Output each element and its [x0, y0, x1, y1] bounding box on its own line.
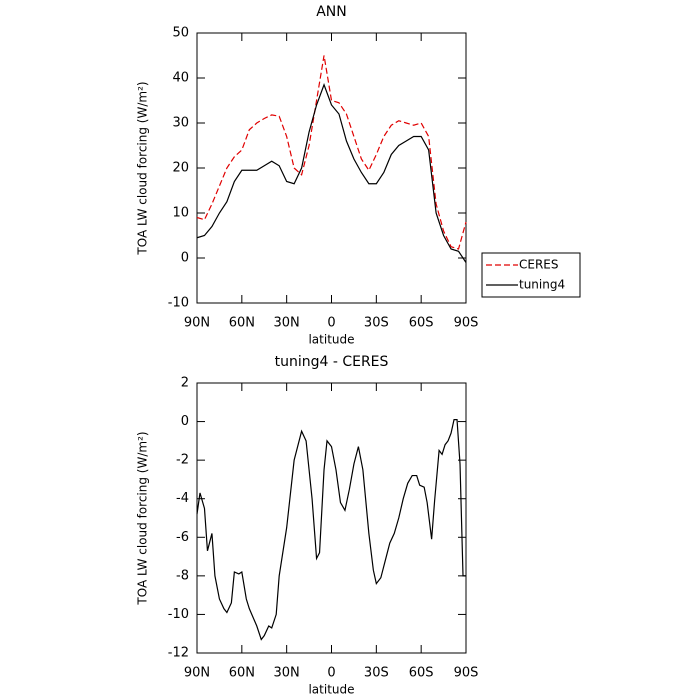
chart-title: ANN — [316, 4, 347, 20]
x-tick-label: 60N — [229, 666, 255, 681]
legend-box — [481, 252, 581, 298]
y-axis-label: TOA LW cloud forcing (W/m²) — [136, 81, 150, 255]
y-tick-label: 10 — [172, 206, 189, 221]
plot-frame — [196, 32, 467, 304]
y-tick-label: -4 — [176, 491, 189, 506]
y-tick-label: 50 — [172, 26, 189, 41]
y-tick-label: -8 — [176, 568, 189, 583]
y-tick-label: 2 — [181, 376, 189, 391]
y-tick-label: -10 — [168, 296, 189, 311]
chart-title: tuning4 - CERES — [275, 354, 389, 370]
x-tick-label: 90N — [184, 316, 210, 331]
y-tick-label: 30 — [172, 116, 189, 131]
x-axis-label: latitude — [308, 683, 354, 697]
x-tick-label: 30N — [274, 316, 300, 331]
y-tick-label: 20 — [172, 161, 189, 176]
y-tick-label: -6 — [176, 530, 189, 545]
x-tick-label: 90S — [454, 666, 479, 681]
data-line — [196, 55, 467, 250]
y-tick-label: -10 — [168, 607, 189, 622]
legend-label: CERES — [519, 258, 559, 272]
x-tick-label: 0 — [327, 666, 335, 681]
legend-label: tuning4 — [519, 278, 565, 292]
x-tick-label: 30N — [274, 666, 300, 681]
data-line — [196, 419, 466, 641]
y-tick-label: 40 — [172, 71, 189, 86]
y-tick-label: 0 — [181, 251, 189, 266]
x-tick-label: 30S — [364, 666, 389, 681]
plot-frame — [196, 382, 467, 654]
x-tick-label: 90N — [184, 666, 210, 681]
x-axis-label: latitude — [308, 333, 354, 347]
y-tick-label: -12 — [168, 646, 189, 661]
y-tick-label: -2 — [176, 453, 189, 468]
x-tick-label: 0 — [327, 316, 335, 331]
x-tick-label: 60S — [409, 316, 434, 331]
x-tick-label: 60N — [229, 316, 255, 331]
y-axis-label: TOA LW cloud forcing (W/m²) — [136, 431, 150, 605]
data-line — [196, 83, 467, 263]
x-tick-label: 60S — [409, 666, 434, 681]
x-tick-label: 90S — [454, 316, 479, 331]
x-tick-label: 30S — [364, 316, 389, 331]
y-tick-label: 0 — [181, 414, 189, 429]
